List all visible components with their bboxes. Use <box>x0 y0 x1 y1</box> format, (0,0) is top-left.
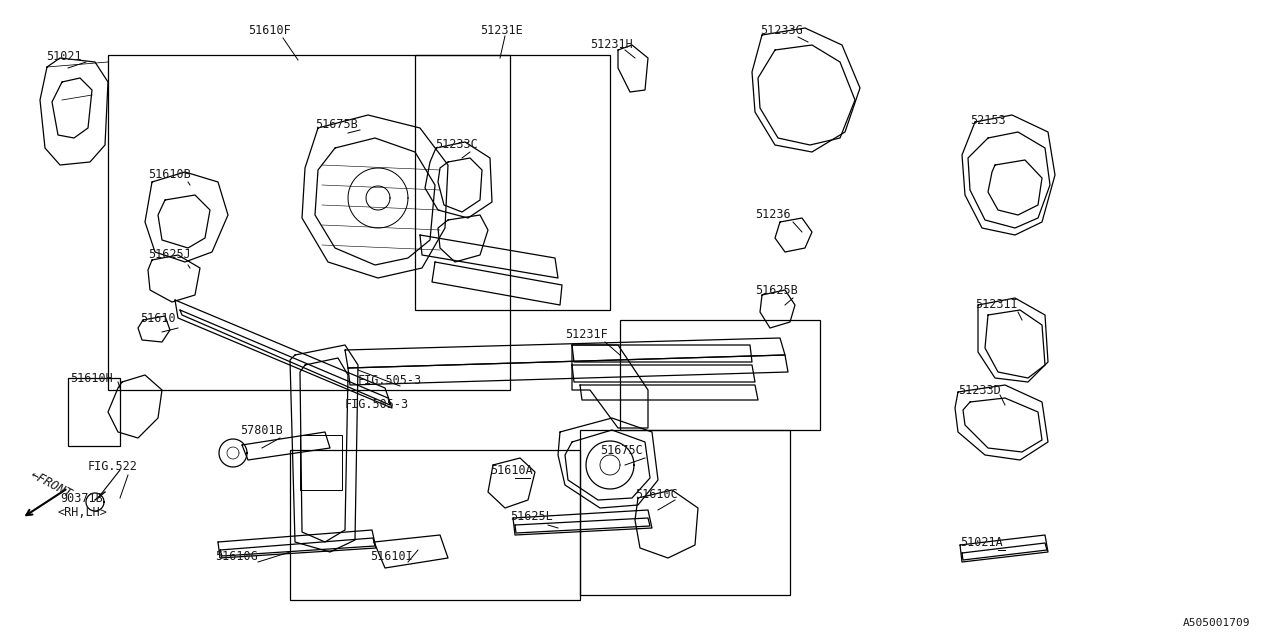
Text: 51236: 51236 <box>755 209 791 221</box>
Text: 51610H: 51610H <box>70 371 113 385</box>
Text: ←FRONT: ←FRONT <box>28 468 74 501</box>
Text: FIG.505-3: FIG.505-3 <box>346 399 410 412</box>
Text: 51675B: 51675B <box>315 118 357 131</box>
Text: 51231F: 51231F <box>564 328 608 342</box>
Text: 51233G: 51233G <box>760 24 803 36</box>
Text: 51021A: 51021A <box>960 536 1002 550</box>
Bar <box>620 320 820 430</box>
Text: 51610I: 51610I <box>370 550 412 563</box>
Bar <box>300 435 342 490</box>
Bar <box>580 430 790 595</box>
Text: 51021: 51021 <box>46 51 82 63</box>
Text: <RH,LH>: <RH,LH> <box>58 506 106 520</box>
Text: 51625J: 51625J <box>148 248 191 262</box>
Text: 51610F: 51610F <box>248 24 291 36</box>
Text: 51610: 51610 <box>140 312 175 324</box>
Text: 51610C: 51610C <box>635 488 677 502</box>
Text: 51625B: 51625B <box>755 284 797 296</box>
Text: 51610A: 51610A <box>490 463 532 477</box>
Text: 51231I: 51231I <box>975 298 1018 312</box>
Text: 51233D: 51233D <box>957 383 1001 397</box>
Text: 51625L: 51625L <box>509 511 553 524</box>
Bar <box>108 55 509 390</box>
Text: A505001709: A505001709 <box>1183 618 1251 628</box>
Text: 51233C: 51233C <box>435 138 477 152</box>
Text: 52153: 52153 <box>970 113 1006 127</box>
Bar <box>68 378 120 446</box>
Text: FIG.505-3: FIG.505-3 <box>358 374 422 387</box>
Text: 51610B: 51610B <box>148 168 191 182</box>
Text: 51610G: 51610G <box>215 550 257 563</box>
Text: FIG.522: FIG.522 <box>88 461 138 474</box>
Text: 51675C: 51675C <box>600 444 643 456</box>
Bar <box>415 55 611 310</box>
Text: 51231H: 51231H <box>590 38 632 51</box>
Text: 51231E: 51231E <box>480 24 522 36</box>
Text: 90371B: 90371B <box>60 492 102 504</box>
Text: 57801B: 57801B <box>241 424 283 436</box>
Bar <box>291 450 580 600</box>
